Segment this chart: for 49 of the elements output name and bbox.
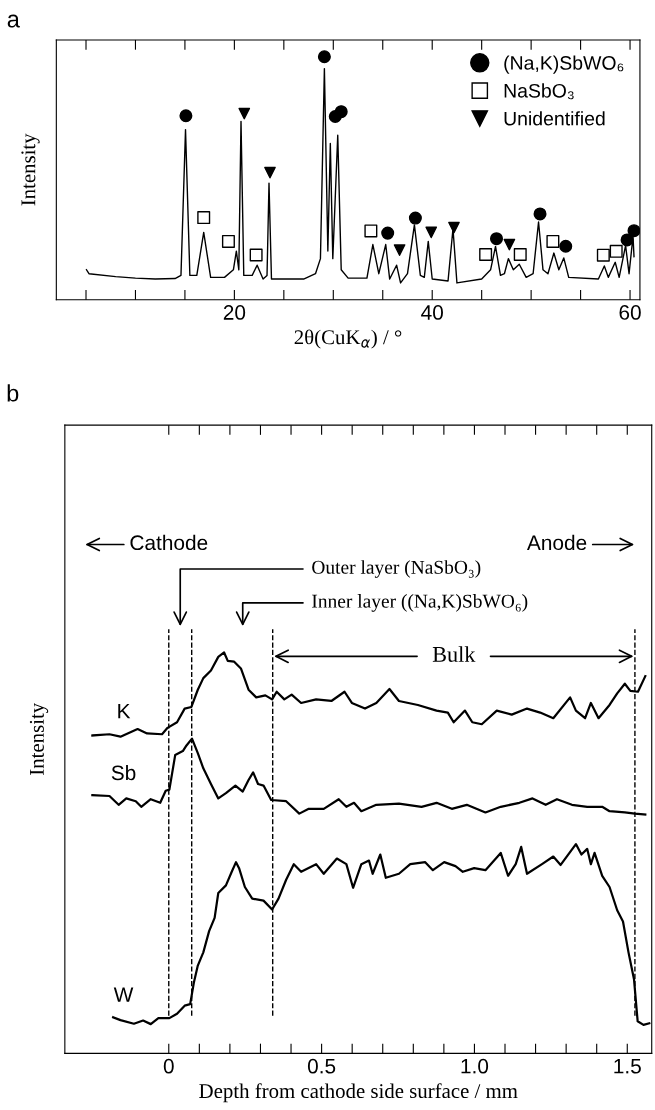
point — [393, 244, 406, 256]
x-tick-label: 0.5 — [307, 1058, 336, 1074]
point — [627, 224, 640, 238]
point — [334, 105, 348, 119]
annotation: Bulk — [432, 646, 476, 662]
text: Cathode — [130, 534, 208, 551]
x-tick-label: 1.5 — [614, 1059, 641, 1074]
x-tick-label: 60 — [619, 305, 641, 320]
x-tick-label: 0 — [163, 1058, 174, 1074]
point — [408, 211, 422, 225]
chart-title: b — [7, 384, 19, 402]
point — [364, 224, 378, 238]
point — [503, 238, 516, 251]
point — [559, 239, 573, 253]
x-tick-label: 20 — [223, 305, 246, 320]
series-label: Sb — [111, 764, 136, 781]
point — [381, 226, 395, 240]
point — [317, 50, 331, 64]
text: Anode — [526, 534, 587, 551]
x-axis-title: Depth from cathode side surface / mm — [199, 1083, 518, 1103]
y-axis-title: Intensity — [29, 702, 49, 775]
point — [479, 248, 493, 262]
point — [546, 234, 560, 248]
text: Outer layer (NaSbO₃) — [312, 560, 481, 578]
point — [620, 233, 634, 247]
point — [448, 221, 460, 234]
point — [596, 248, 610, 262]
point — [238, 107, 251, 120]
series-label: K — [118, 703, 131, 719]
legend-label: (Na,K)SbWO₆ — [504, 55, 624, 74]
point — [425, 226, 438, 239]
point — [197, 211, 211, 225]
point — [221, 234, 235, 248]
x-tick-label: 40 — [421, 305, 443, 320]
y-axis-title: Intensity — [21, 133, 40, 206]
legend-label: Unidentified — [504, 111, 605, 126]
point — [249, 248, 263, 262]
point — [264, 166, 276, 179]
x-axis-title: 2θ(CuK$_{α}$) / ° — [294, 329, 402, 349]
series-label: W — [113, 987, 134, 1002]
x-tick-label: 1.0 — [461, 1058, 489, 1074]
text: Inner layer ((Na,K)SbWO₆) — [312, 594, 528, 612]
legend-label: NaSbO₃ — [504, 83, 574, 100]
point — [179, 109, 193, 123]
point — [513, 248, 527, 262]
point — [490, 232, 504, 246]
chart-title: a — [7, 14, 20, 28]
point — [533, 207, 547, 221]
point — [609, 244, 623, 258]
